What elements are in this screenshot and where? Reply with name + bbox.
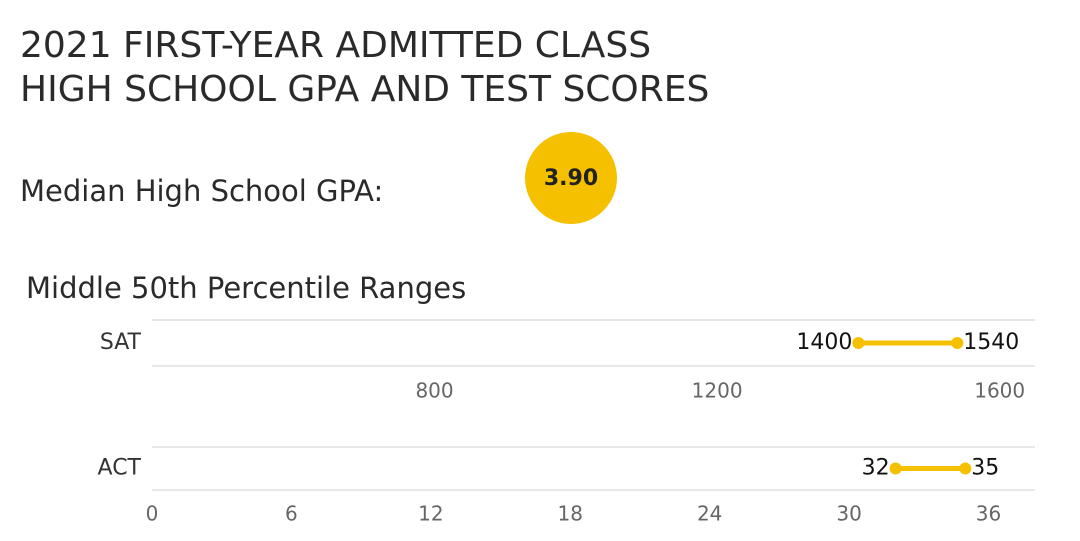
- range-low: [852, 337, 865, 349]
- range-high: [959, 462, 972, 475]
- range-low: [889, 462, 902, 475]
- title-line: HIGH SCHOOL GPA AND TEST SCORES: [20, 69, 709, 110]
- x-tick-label: 800: [415, 379, 453, 403]
- x-tick-label: 6: [285, 502, 298, 526]
- data-label: 32: [862, 456, 890, 481]
- gpa-label: Median High School GPA:: [20, 174, 383, 208]
- subtitle: Middle 50th Percentile Ranges: [26, 271, 466, 305]
- data-label: 1400: [796, 330, 852, 355]
- gpa-value: 3.90: [544, 166, 598, 191]
- category-label: ACT: [98, 456, 142, 481]
- x-tick-label: 36: [976, 502, 1001, 526]
- x-tick-label: 1200: [692, 379, 743, 403]
- x-tick-label: 1600: [974, 379, 1025, 403]
- title-line: 2021 FIRST-YEAR ADMITTED CLASS: [20, 25, 651, 66]
- gpa-badge: [525, 132, 617, 224]
- x-tick-label: 18: [558, 502, 583, 526]
- x-tick-label: 24: [697, 502, 722, 526]
- x-tick-label: 0: [146, 502, 159, 526]
- x-tick-label: 12: [418, 502, 443, 526]
- data-label: 35: [971, 456, 999, 481]
- x-tick-label: 30: [836, 502, 861, 526]
- data-label: 1540: [963, 330, 1019, 355]
- category-label: SAT: [100, 330, 142, 355]
- range-high: [951, 337, 964, 349]
